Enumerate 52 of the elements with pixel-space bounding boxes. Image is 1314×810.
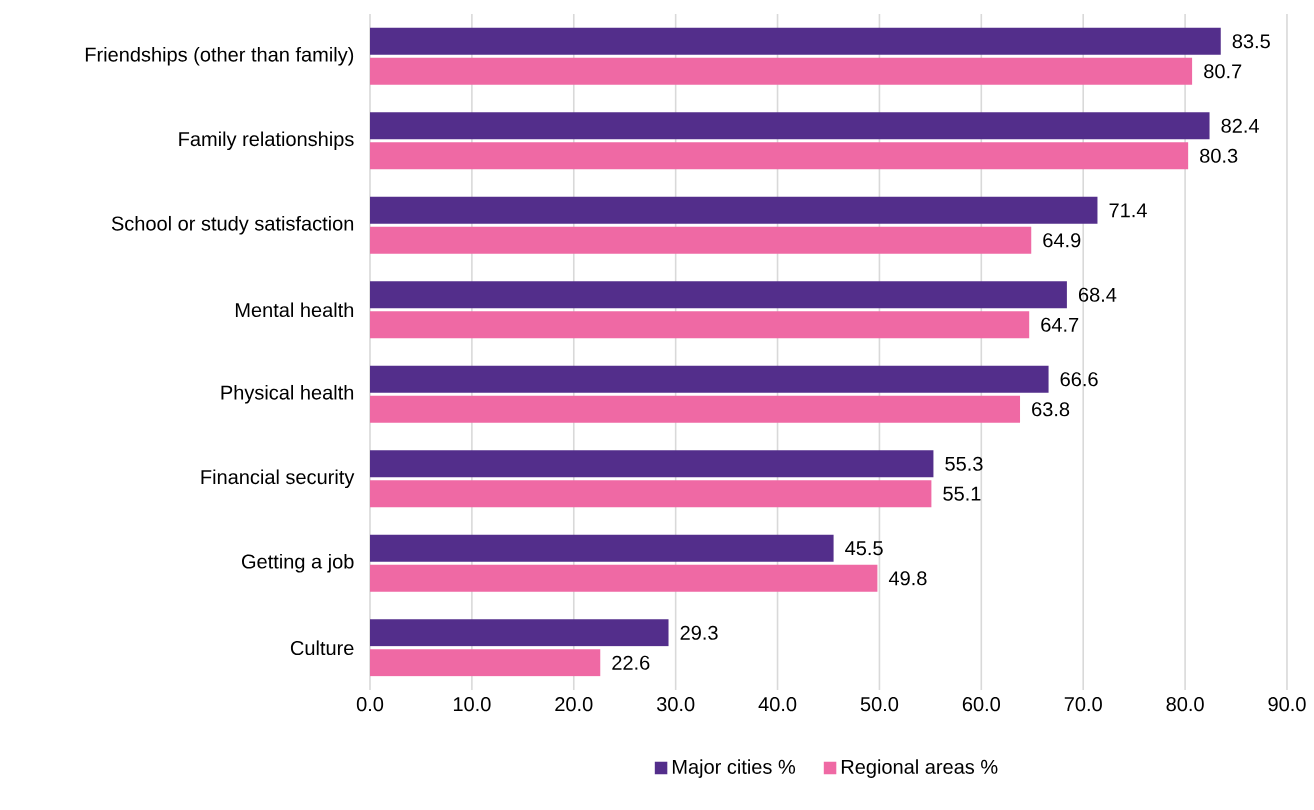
bar: [370, 57, 1193, 85]
y-tick-label: Getting a job: [241, 553, 354, 573]
y-tick-label: Family relationships: [179, 131, 354, 151]
bar: [370, 534, 834, 562]
bar: [370, 649, 601, 677]
bar: [370, 226, 1032, 254]
bar: [370, 27, 1221, 55]
data-label: 45.5: [845, 541, 883, 556]
data-label: 71.4: [1109, 203, 1147, 218]
data-label: 68.4: [1078, 287, 1117, 302]
y-tick-label: School or study satisfaction: [111, 215, 354, 235]
data-label: 55.1: [943, 486, 981, 501]
bar: [370, 564, 878, 592]
bar: [370, 619, 669, 647]
data-label: 64.9: [1043, 233, 1081, 248]
y-tick-label: Physical health: [221, 384, 354, 404]
data-label: 55.3: [945, 456, 983, 471]
bar: [370, 281, 1067, 309]
x-tick-label: 40.0: [758, 697, 797, 712]
y-tick-label: Culture: [290, 640, 354, 656]
data-label: 80.7: [1204, 64, 1242, 79]
bar: [370, 311, 1030, 339]
legend-label: Regional areas %: [841, 759, 998, 778]
data-label: 83.5: [1232, 34, 1270, 49]
x-tick-label: 30.0: [656, 697, 695, 712]
data-label: 80.3: [1200, 148, 1238, 163]
x-tick-label: 0.0: [356, 697, 384, 712]
x-tick-label: 20.0: [555, 697, 593, 712]
x-tick-label: 50.0: [860, 697, 899, 712]
bar: [370, 480, 932, 508]
data-label: 63.8: [1032, 402, 1070, 417]
bar: [370, 196, 1098, 224]
data-label: 49.8: [888, 571, 927, 586]
data-label: 29.3: [680, 625, 718, 640]
data-label: 82.4: [1221, 118, 1259, 133]
legend-label: Major cities %: [672, 759, 796, 778]
bar: [370, 450, 934, 478]
y-tick-label: Financial security: [201, 469, 355, 489]
data-label: 64.7: [1041, 317, 1079, 332]
x-tick-label: 90.0: [1268, 697, 1306, 712]
x-tick-label: 60.0: [962, 697, 1001, 712]
y-tick-label: Friendships (other than family): [85, 46, 354, 66]
bar: [370, 365, 1049, 393]
data-label: 66.6: [1060, 372, 1098, 387]
bar: [370, 112, 1210, 140]
x-tick-label: 70.0: [1064, 697, 1102, 712]
data-label: 22.6: [612, 655, 650, 670]
x-tick-label: 10.0: [453, 697, 491, 712]
bar: [370, 395, 1021, 423]
x-tick-label: 80.0: [1166, 697, 1204, 712]
y-tick-label: Mental health: [235, 302, 354, 318]
bar: [370, 142, 1189, 170]
